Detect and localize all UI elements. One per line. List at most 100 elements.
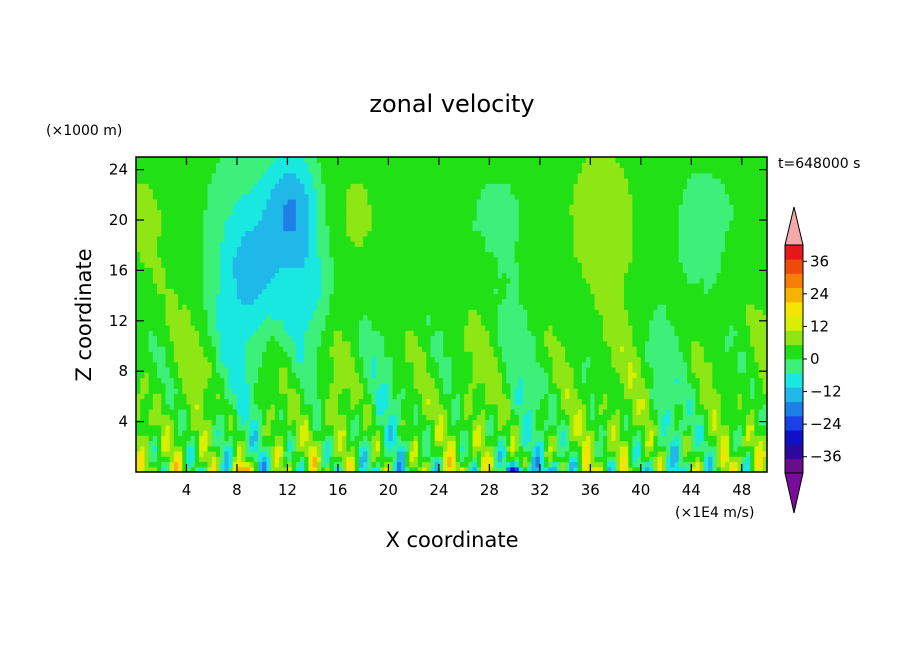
heatmap-cell <box>257 393 263 400</box>
heatmap-cell <box>468 430 474 436</box>
heatmap-cell <box>476 361 482 368</box>
heatmap-cell <box>506 435 511 442</box>
heatmap-cell <box>611 377 617 384</box>
heatmap-cell <box>510 414 516 421</box>
heatmap-cell <box>611 361 617 368</box>
heatmap-cell <box>253 419 259 426</box>
heatmap-cell <box>220 309 225 316</box>
heatmap-cell <box>501 361 507 368</box>
heatmap-cell <box>573 414 579 421</box>
heatmap-cell <box>321 372 326 379</box>
heatmap-cell <box>497 382 503 389</box>
heatmap-cell <box>455 456 461 463</box>
heatmap-cell <box>708 466 713 472</box>
heatmap-cell <box>136 388 141 394</box>
heatmap-cell <box>148 409 154 415</box>
heatmap-cell <box>510 351 516 358</box>
heatmap-cell <box>241 351 246 358</box>
heatmap-cell <box>249 445 255 452</box>
heatmap-cell <box>367 340 373 347</box>
heatmap-cell <box>636 456 642 463</box>
heatmap-cell <box>485 398 490 405</box>
heatmap-cell <box>211 403 217 410</box>
heatmap-cell <box>178 372 183 379</box>
heatmap-cell <box>636 356 642 363</box>
heatmap-cell <box>211 456 217 463</box>
heatmap-cell <box>539 325 545 331</box>
heatmap-cell <box>417 398 423 405</box>
heatmap-cell <box>245 340 251 347</box>
heatmap-cell <box>666 430 671 436</box>
heatmap-cell <box>590 319 596 326</box>
heatmap-cell <box>552 466 558 472</box>
heatmap-cell <box>724 414 730 421</box>
heatmap-cell <box>371 409 377 415</box>
heatmap-cell <box>733 419 739 426</box>
heatmap-cell <box>539 340 545 347</box>
heatmap-cell <box>741 309 747 316</box>
heatmap-cell <box>375 361 381 368</box>
heatmap-cell <box>691 356 697 363</box>
heatmap-cell <box>279 346 284 352</box>
heatmap-cell <box>590 409 596 415</box>
heatmap-cell <box>396 346 402 352</box>
heatmap-cell <box>401 319 406 326</box>
heatmap-cell <box>186 424 192 431</box>
heatmap-cell <box>687 351 692 358</box>
heatmap-cell <box>674 314 680 321</box>
heatmap-cell <box>207 424 213 431</box>
heatmap-cell <box>346 414 352 421</box>
heatmap-cell <box>140 451 146 457</box>
heatmap-cell <box>653 335 659 342</box>
heatmap-cell <box>720 414 726 421</box>
heatmap-cell <box>194 393 200 400</box>
heatmap-cell <box>745 330 751 337</box>
heatmap-cell <box>729 346 734 352</box>
heatmap-cell <box>640 388 646 394</box>
heatmap-cell <box>703 440 709 447</box>
heatmap-cell <box>384 330 389 337</box>
heatmap-cell <box>590 351 596 358</box>
heatmap-field <box>136 157 767 472</box>
heatmap-cell <box>556 445 562 452</box>
heatmap-cell <box>354 377 360 384</box>
heatmap-cell <box>485 451 490 457</box>
heatmap-cell <box>640 346 646 352</box>
heatmap-cell <box>695 330 701 337</box>
heatmap-cell <box>443 466 448 472</box>
heatmap-cell <box>745 424 751 431</box>
heatmap-cell <box>514 440 520 447</box>
heatmap-cell <box>422 298 427 305</box>
heatmap-cell <box>199 304 204 310</box>
heatmap-cell <box>333 298 339 305</box>
heatmap-cell <box>266 304 272 310</box>
heatmap-cell <box>560 319 566 326</box>
heatmap-cell <box>300 435 305 442</box>
heatmap-cell <box>136 461 141 468</box>
heatmap-cell <box>514 377 520 384</box>
heatmap-cell <box>661 361 667 368</box>
heatmap-cell <box>594 466 600 472</box>
heatmap-cell <box>636 424 642 431</box>
heatmap-cell <box>358 424 364 431</box>
heatmap-cell <box>203 451 209 457</box>
heatmap-cell <box>565 414 570 421</box>
heatmap-cell <box>413 435 419 442</box>
heatmap-cell <box>590 382 596 389</box>
heatmap-cell <box>447 440 453 447</box>
heatmap-cell <box>661 403 667 410</box>
heatmap-cell <box>501 398 507 405</box>
heatmap-cell <box>661 319 667 326</box>
heatmap-cell <box>695 445 701 452</box>
heatmap-cell <box>628 466 633 472</box>
heatmap-cell <box>480 414 486 421</box>
heatmap-cell <box>645 414 650 421</box>
heatmap-cell <box>190 356 196 363</box>
heatmap-cell <box>157 430 162 436</box>
heatmap-cell <box>224 314 230 321</box>
heatmap-cell <box>295 367 301 373</box>
heatmap-cell <box>211 398 217 405</box>
heatmap-cell <box>476 409 482 415</box>
heatmap-cell <box>337 361 343 368</box>
heatmap-cell <box>346 456 352 463</box>
